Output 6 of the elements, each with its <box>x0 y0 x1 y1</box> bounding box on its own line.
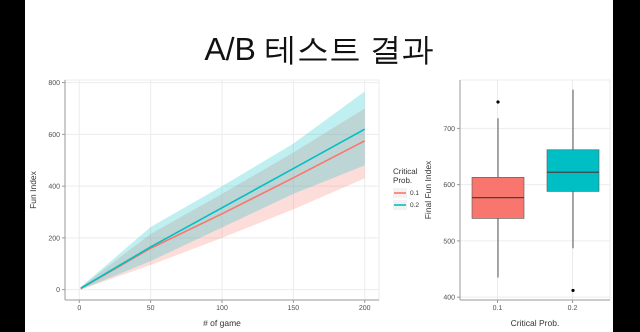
y-axis-title: Final Fun Index <box>423 160 434 220</box>
y-axis-title: Fun Index <box>28 170 38 209</box>
x-axis-title: Critical Prob. <box>510 318 560 328</box>
legend-title: Critical Prob. <box>393 167 418 185</box>
x-axis-title: # of game <box>203 318 242 328</box>
chart-title: A/B 테스트 결과 <box>203 30 435 69</box>
